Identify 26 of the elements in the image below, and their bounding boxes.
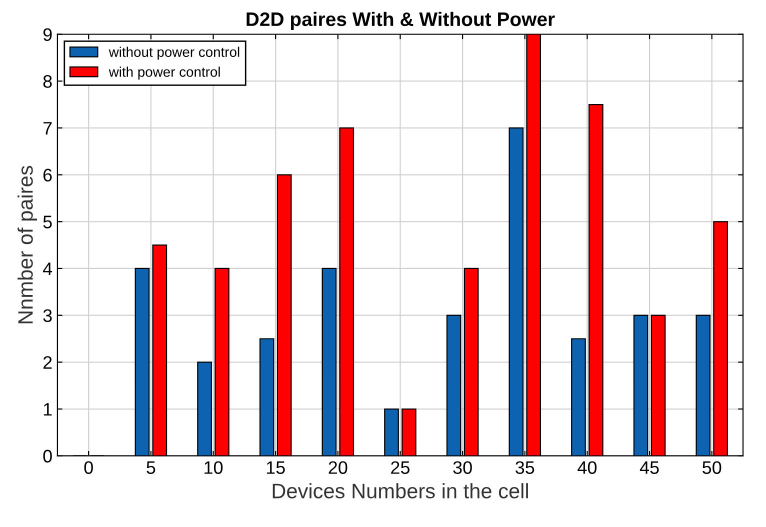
y-tick-label: 3 [43,309,52,322]
x-tick-label: 40 [578,461,597,474]
y-tick-label: 5 [43,216,52,228]
y-tick-label: 0 [43,450,52,463]
y-tick-label: 8 [43,75,52,88]
y-tick-label: 1 [44,403,52,416]
y-tick-label: 7 [43,122,52,134]
legend-label: with power control [108,66,220,80]
x-tick-label: 25 [391,461,410,474]
x-tick-label: 35 [516,461,534,474]
x-tick-label: 45 [640,461,659,474]
y-tick-label: 9 [43,28,52,41]
y-tick-label: 6 [43,168,52,182]
x-tick-label: 5 [146,461,156,474]
x-axis-title: Devices Numbers in the cell [272,483,528,498]
y-tick-label: 2 [43,356,52,369]
chart-title: D2D paires With & Without Power [246,12,555,30]
legend-label: without power control [108,46,240,60]
x-tick-label: 30 [453,461,472,474]
y-tick-label: 4 [42,262,52,276]
x-tick-label: 0 [84,461,93,474]
x-tick-label: 20 [328,461,348,474]
x-tick-label: 50 [702,461,722,474]
x-tick-label: 10 [204,461,223,474]
x-tick-label: 15 [266,461,285,474]
y-axis-title: Nnmber of paires [18,166,37,324]
